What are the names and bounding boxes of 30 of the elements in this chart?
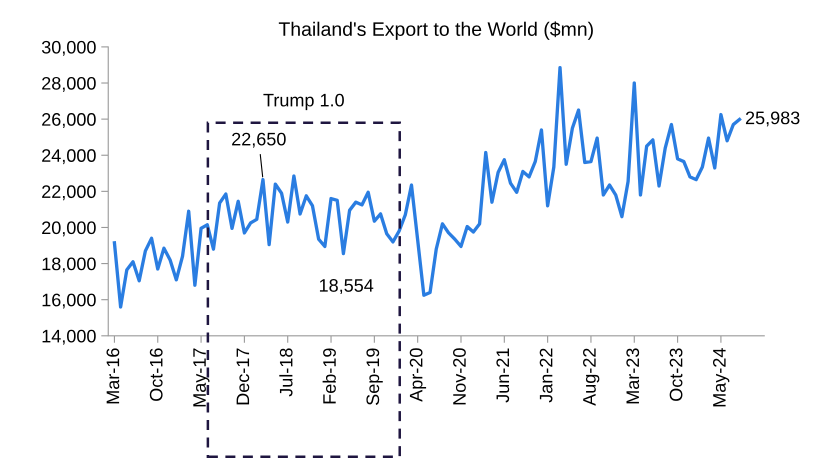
data-label: 25,983 (746, 111, 800, 126)
x-tick-label: Apr-20 (410, 348, 426, 402)
annotation: Trump 1.0 (263, 94, 344, 110)
x-tick-label: Sep-19 (366, 348, 383, 406)
data-label: 18,554 (320, 279, 374, 294)
y-tick-label: 22,000 (42, 185, 96, 200)
y-tick-label: 16,000 (42, 294, 96, 309)
y-tick-label: 28,000 (42, 76, 96, 92)
line-series (112, 66, 742, 309)
x-tick-label: Jun-21 (496, 348, 510, 403)
x-tick-label: Oct-16 (150, 348, 163, 401)
x-tick-label: Dec-17 (236, 348, 250, 404)
y-tick-label: 20,000 (42, 221, 96, 236)
x-tick-label: Jul-18 (279, 348, 293, 396)
y-tick-label: 18,000 (42, 258, 96, 272)
y-tick-label: 14,000 (42, 330, 96, 345)
x-tick-label: Mar-16 (106, 348, 120, 404)
y-tick-label: 26,000 (42, 113, 96, 128)
chart-title: Thailand's Export to the World ($mn) (278, 21, 593, 40)
y-tick-label: 30,000 (42, 40, 96, 56)
data-label: 22,650 (232, 132, 286, 148)
x-tick-label: Aug-22 (583, 348, 600, 406)
x-tick-label: Jan-22 (540, 348, 552, 403)
x-tick-label: Mar-23 (626, 348, 640, 404)
x-tick-label: May-24 (712, 348, 730, 406)
x-tick-label: Nov-20 (453, 348, 466, 404)
x-tick-label: Feb-19 (322, 348, 336, 404)
x-tick-label: Oct-23 (670, 348, 682, 401)
y-tick-label: 24,000 (42, 149, 96, 164)
x-tick-label: May-17 (193, 348, 210, 406)
